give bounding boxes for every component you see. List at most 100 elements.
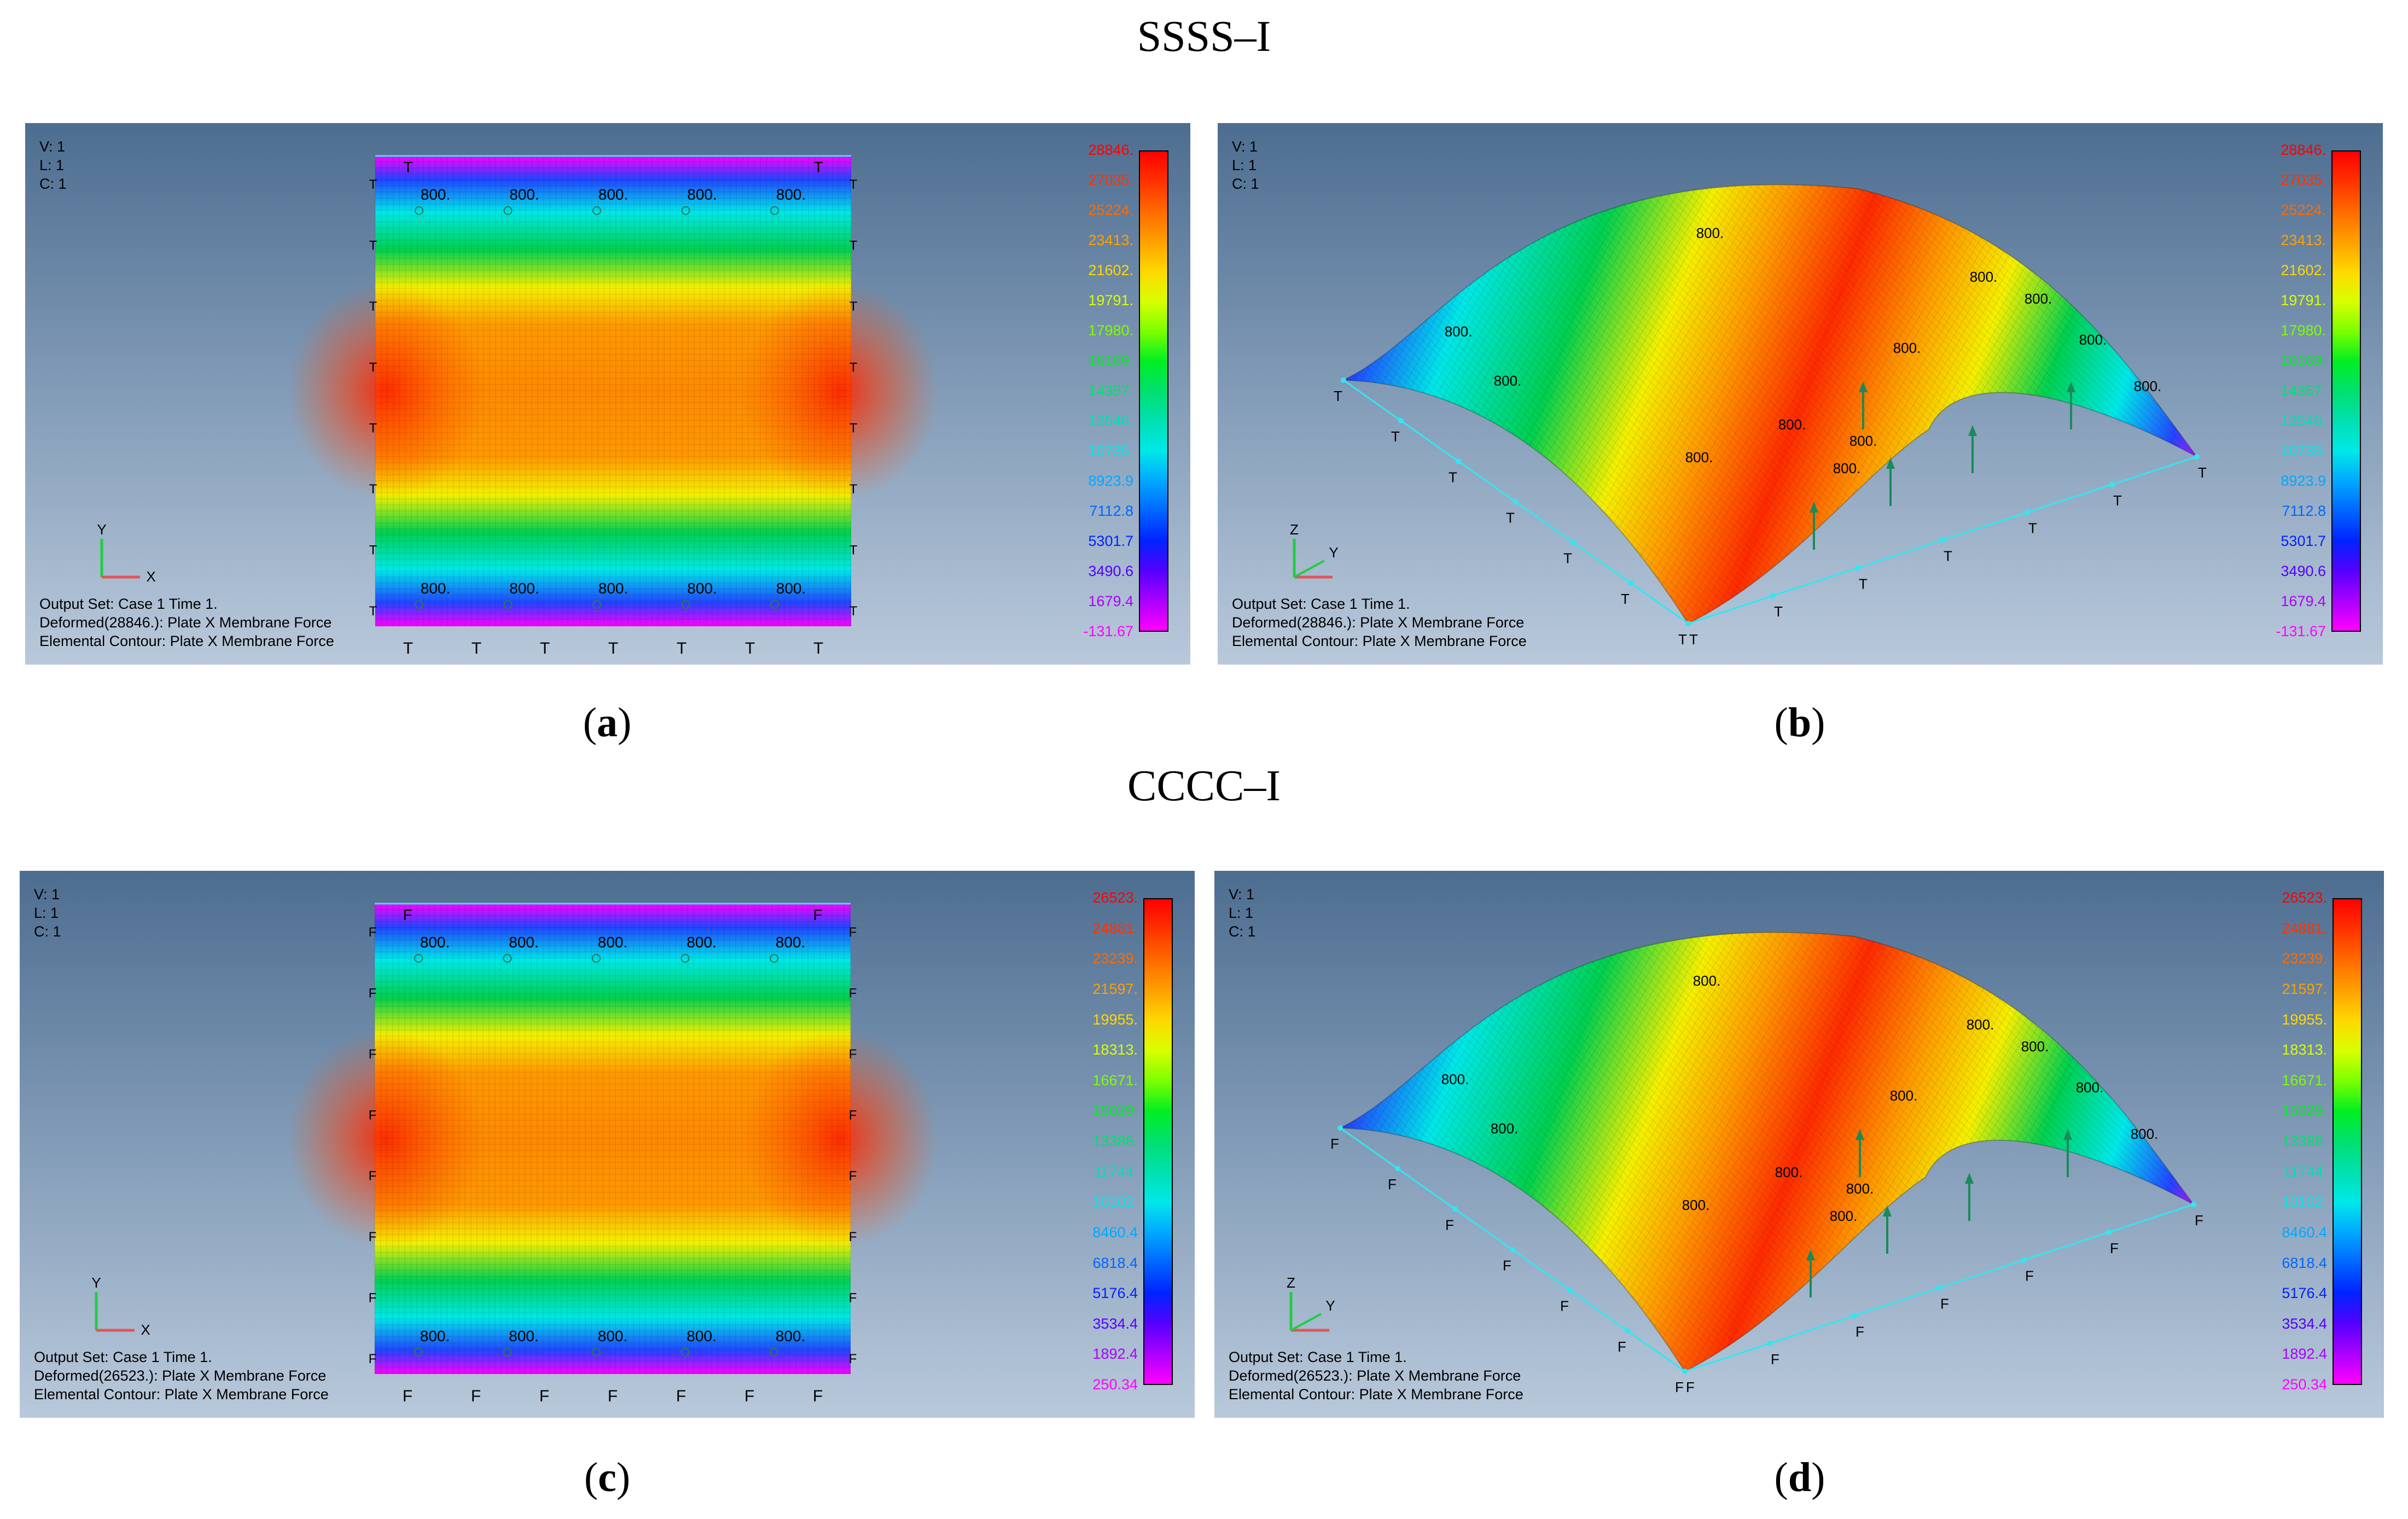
load-marker [770,1348,778,1357]
caption-a: (a) [583,700,632,746]
legend-value: 6818.4 [1092,1254,1138,1271]
support-node [1513,499,1519,505]
load-label: 800. [687,580,717,597]
support-marker: F [369,1047,377,1062]
support-marker: T [369,177,377,192]
load-label: 800. [1693,973,1721,989]
support-marker: F [1675,1379,1684,1395]
caption-d: (d) [1774,1454,1825,1500]
support-marker: T [403,159,412,176]
view-load-case-info: V: 1 L: 1 C: 1 [1229,886,1256,940]
support-marker: T [850,299,858,314]
support-marker: T [540,639,550,657]
load-label: 800. [421,580,451,597]
support-marker: F [744,1387,754,1405]
load-label: 800. [687,1328,717,1345]
support-marker: T [1506,510,1515,526]
support-node [2191,1202,2196,1207]
contour-plate [287,903,938,1374]
support-marker: T [850,482,858,497]
legend-value: 12546. [2281,412,2326,429]
legend-value: 21602. [2281,262,2326,278]
panel-d-3d-deformed: Z Y F F F F F F F F F F F F F F 800. 800. 800. 800. 800. 800.… [1214,871,2384,1418]
legend-value: 14357. [1088,382,1133,399]
support-marker: T [369,482,377,497]
support-marker: T [369,238,377,253]
legend-value: 16169. [2281,352,2326,369]
support-marker: F [849,986,857,1000]
load-labels: 800. 800. 800. 800. 800. 800. 800. 800. 800. 800. [414,934,805,1357]
legend-value: -131.67 [1083,623,1133,639]
legend-value: 3534.4 [2282,1315,2327,1332]
deformed-surface [1340,932,2194,1372]
output-set-info: Output Set: Case 1 Time 1. Deformed(28846… [39,596,334,649]
axis-label-vertical: Y [97,521,106,538]
load-label: 800. [598,934,628,951]
legend-value: 7112.8 [2282,503,2326,519]
legend-value: 28846. [1088,142,1133,158]
support-node [2106,1229,2112,1235]
support-marker: T [813,159,823,176]
load-label: 800. [1833,460,1861,476]
legend-value: 8460.4 [2282,1224,2327,1241]
support-node [1855,565,1860,571]
support-marker: F [471,1387,481,1405]
support-node [1571,539,1576,545]
caption-b: (b) [1774,700,1825,746]
support-node [2025,509,2030,515]
support-node [1852,1313,1857,1319]
legend-value: 26523. [1092,889,1138,906]
legend-value: 6818.4 [2282,1254,2327,1271]
load-label: 800. [1682,1197,1710,1213]
legend-value: 18313. [2282,1041,2327,1058]
legend-value: 10102. [2282,1194,2327,1210]
load-label: 800. [1849,433,1877,449]
legend-value: 10102. [1092,1194,1138,1210]
legend-value: 13386. [1092,1133,1138,1149]
support-node [1567,1287,1573,1293]
support-node [1628,580,1633,586]
support-marker: F [403,1387,412,1405]
support-marker: F [369,1169,377,1184]
load-label: 800. [1775,1164,1803,1180]
support-marker: F [1618,1338,1626,1355]
panel-b-3d-deformed: Z Y T T T T T T T T T T T T T T 800. 800. 800. 800. 800. 800.… [1218,123,2383,665]
output-set-info: Output Set: Case 1 Time 1. Deformed(28846… [1232,596,1527,649]
support-marker: F [849,1169,857,1184]
support-marker: T [850,177,858,192]
legend-color-bar [1143,898,1173,1385]
load-label: 800. [598,1328,628,1345]
load-label: 800. [509,186,539,203]
legend-value: 12546. [1088,412,1133,429]
load-label: 800. [1445,323,1473,340]
legend-value: 10735. [2281,443,2326,459]
load-label: 800. [1491,1120,1519,1137]
support-marker: T [369,421,377,436]
legend-value: 19791. [1088,292,1133,309]
support-node [1936,1285,1942,1291]
support-marker: F [369,986,377,1000]
support-marker: T [1774,603,1783,620]
legend-value: 11744. [2283,1163,2327,1180]
support-markers: F F F F F F F F F F F F F F F F F F F F F F F F F [369,906,857,1405]
load-marker [503,1348,512,1357]
legend-value: 21602. [1088,262,1133,278]
output-set-info: Output Set: Case 1 Time 1. Deformed(26523… [34,1349,329,1402]
mesh-grid [375,155,851,626]
load-label: 800. [509,1328,539,1345]
plot-canvas: ZYFFFFFFFFFFFFFF800.800.800.800.800.800.… [1287,932,2203,1395]
legend-value: 1892.4 [1092,1346,1138,1363]
axis-triad: ZY [1287,1274,1335,1332]
support-marker: F [369,1291,377,1306]
legend-color-bar [2333,898,2362,1385]
support-marker: F [403,906,412,923]
axis-label-vertical: Y [91,1274,101,1291]
support-marker: T [1391,428,1400,445]
support-node [1625,1328,1630,1334]
support-marker: T [1689,631,1698,648]
support-marker: F [608,1387,618,1405]
support-marker: F [1445,1217,1454,1233]
support-marker: F [1388,1176,1397,1192]
axis-label-horizontal: Y [1329,544,1338,561]
